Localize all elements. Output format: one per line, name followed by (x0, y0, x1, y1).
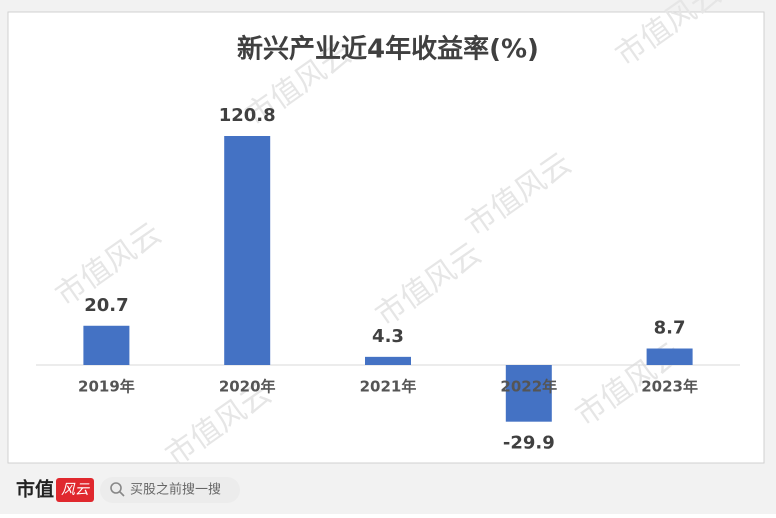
bar (83, 325, 130, 365)
x-tick-label: 2020年 (219, 378, 276, 396)
bar (505, 365, 552, 422)
plot: 2019年 20.7 2020年 120.8 2021年 4.3 2022年 -29.9 202… (36, 105, 740, 454)
search-box[interactable] (100, 477, 240, 503)
x-tick-label: 2021年 (360, 378, 417, 396)
data-label: -29.9 (503, 433, 555, 454)
search-icon (110, 482, 122, 494)
data-label: 8.7 (654, 318, 686, 339)
data-label: 20.7 (84, 295, 128, 316)
chart-frame (7, 11, 765, 464)
chart-title: 新兴产业近4年收益率(%) (237, 34, 539, 65)
x-tick-label: 2019年 (78, 378, 135, 396)
logo: 市值 (16, 478, 54, 501)
data-label: 4.3 (372, 326, 404, 347)
bar (646, 348, 693, 365)
search-placeholder: 买股之前搜一搜 (130, 482, 221, 498)
logo-badge-box (56, 478, 94, 502)
x-tick-label: 2023年 (641, 378, 698, 396)
bar (224, 136, 271, 365)
bar (365, 356, 411, 365)
data-label: 120.8 (219, 105, 276, 126)
x-tick-label: 2022年 (500, 378, 557, 396)
search-icon-handle (119, 491, 125, 497)
logo-badge: 风云 (61, 482, 90, 498)
